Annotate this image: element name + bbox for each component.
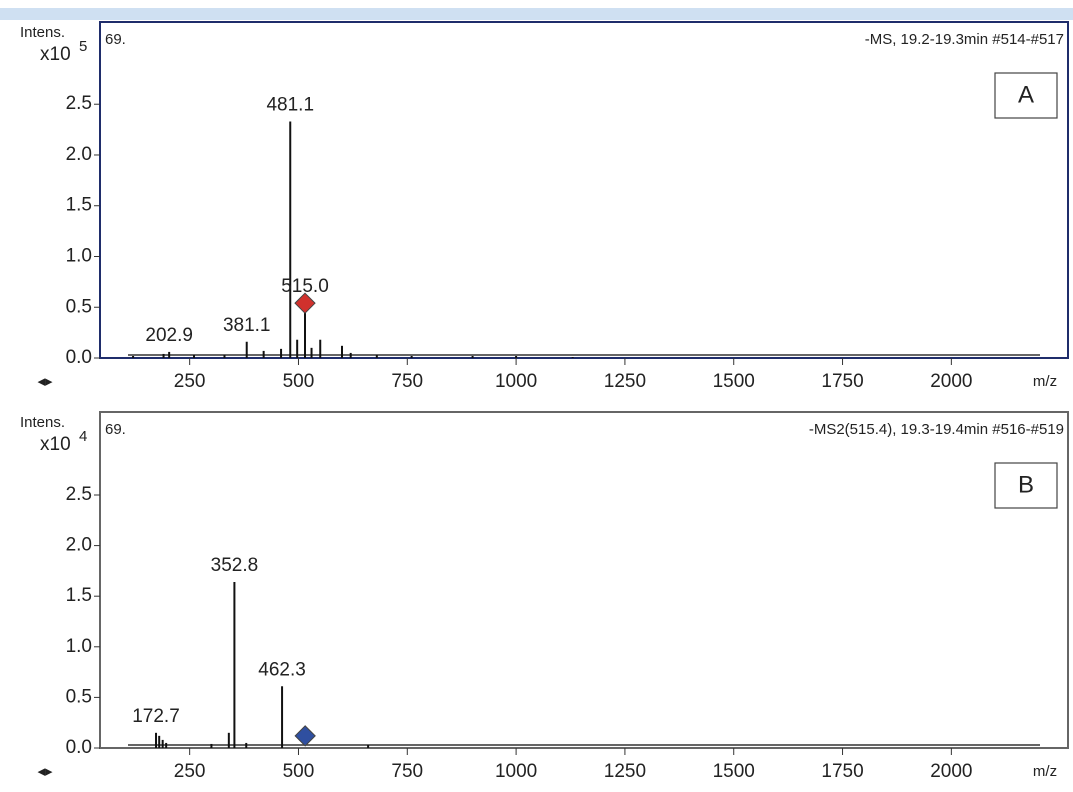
panel-label-box	[994, 462, 1058, 509]
peak-label: 481.1	[266, 94, 314, 115]
x-axis-label: m/z	[1033, 373, 1057, 390]
y-tick-label: 2.5	[66, 484, 92, 505]
y-tick-label: 2.0	[66, 535, 92, 556]
x-tick-label: 1750	[821, 371, 863, 392]
scroll-icon: ◂▸	[37, 373, 53, 390]
plot-frame	[99, 411, 1069, 749]
panel-label: A	[1018, 81, 1034, 108]
panel-label: B	[1018, 471, 1034, 498]
peak-label: 381.1	[223, 315, 271, 336]
x-tick-label: 500	[283, 761, 315, 782]
peak-label: 462.3	[258, 659, 306, 680]
x-tick-label: 750	[391, 761, 423, 782]
x-tick-label: 250	[174, 761, 206, 782]
y-axis-label: Intens.	[20, 414, 65, 431]
corner-text: 69.	[105, 421, 126, 438]
x-tick-label: 1000	[495, 761, 537, 782]
x-tick-label: 1500	[713, 371, 755, 392]
peak-label: 515.0	[281, 276, 329, 297]
y-tick-label: 0.5	[66, 686, 92, 707]
y-tick-label: 0.5	[66, 296, 92, 317]
y-tick-label: 0.0	[66, 737, 92, 758]
y-scale-label: x10	[40, 44, 71, 65]
y-scale-label: x10	[40, 434, 71, 455]
x-tick-label: 1000	[495, 371, 537, 392]
y-tick-label: 1.5	[66, 585, 92, 606]
y-scale-exponent: 5	[79, 38, 87, 55]
x-axis-label: m/z	[1033, 763, 1057, 780]
peak-label: 352.8	[211, 555, 259, 576]
y-tick-label: 1.0	[66, 636, 92, 657]
spectrum-title: -MS, 19.2-19.3min #514-#517	[865, 31, 1064, 48]
x-tick-label: 2000	[930, 761, 972, 782]
x-tick-label: 1750	[821, 761, 863, 782]
y-tick-label: 1.5	[66, 195, 92, 216]
corner-text: 69.	[105, 31, 126, 48]
y-tick-label: 2.0	[66, 144, 92, 165]
x-tick-label: 750	[391, 371, 423, 392]
x-tick-label: 2000	[930, 371, 972, 392]
y-tick-label: 0.0	[66, 347, 92, 368]
scroll-icon: ◂▸	[37, 763, 53, 780]
x-tick-label: 1250	[604, 761, 646, 782]
y-axis-label: Intens.	[20, 24, 65, 41]
y-tick-label: 2.5	[66, 93, 92, 114]
precursor-marker	[294, 292, 316, 314]
x-tick-label: 250	[174, 371, 206, 392]
x-tick-label: 1500	[713, 761, 755, 782]
spectrum-title: -MS2(515.4), 19.3-19.4min #516-#519	[809, 421, 1064, 438]
header-strip	[0, 8, 1073, 20]
y-scale-exponent: 4	[79, 428, 87, 445]
precursor-marker	[294, 725, 316, 747]
peak-label: 202.9	[145, 325, 193, 346]
y-tick-label: 1.0	[66, 246, 92, 267]
x-tick-label: 500	[283, 371, 315, 392]
x-tick-label: 1250	[604, 371, 646, 392]
panel-label-box	[994, 72, 1058, 119]
plot-frame	[99, 21, 1069, 359]
peak-label: 172.7	[132, 706, 180, 727]
